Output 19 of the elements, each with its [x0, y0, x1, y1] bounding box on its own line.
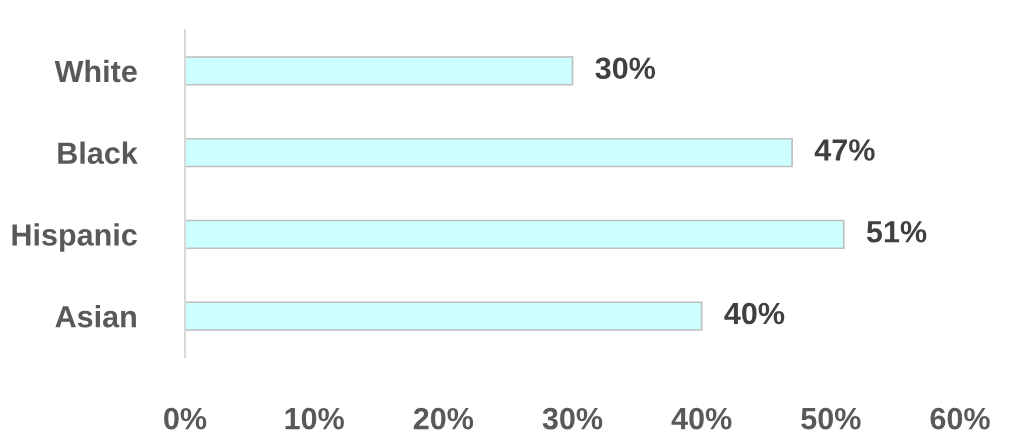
data-label: 30% — [595, 57, 656, 80]
data-label: 47% — [814, 139, 875, 161]
x-tick-label: 20% — [413, 407, 474, 430]
x-tick-label: 50% — [801, 407, 861, 430]
bar — [185, 56, 574, 86]
x-tick-label: 10% — [285, 407, 344, 430]
x-tick-label: 30% — [542, 407, 603, 430]
y-tick-label: Asian — [55, 305, 136, 328]
y-tick-label: Black — [58, 141, 138, 164]
x-tick-label: 60% — [930, 407, 990, 430]
y-tick-label: Hispanic — [12, 223, 137, 252]
data-label: 40% — [724, 302, 785, 325]
bar — [185, 219, 845, 250]
data-label: 51% — [866, 221, 927, 243]
bar — [185, 137, 793, 168]
y-tick-label: White — [54, 59, 137, 83]
x-tick-label: 0% — [164, 407, 207, 430]
x-tick-label: 40% — [671, 407, 732, 430]
bar — [185, 301, 703, 331]
